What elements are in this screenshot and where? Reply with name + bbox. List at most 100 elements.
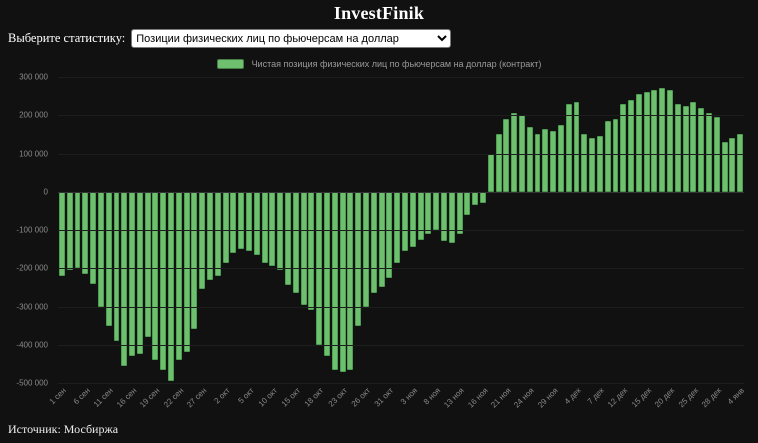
- bar: [253, 191, 260, 255]
- bar: [456, 191, 463, 234]
- bar-column: [690, 77, 698, 383]
- bar: [503, 119, 510, 192]
- gridline: [58, 153, 744, 155]
- bar-column: [721, 77, 729, 383]
- bar-column: [588, 77, 596, 383]
- x-axis-label: 12 дек: [606, 386, 630, 410]
- bar: [581, 134, 588, 192]
- bar-column: [573, 77, 581, 383]
- bar: [82, 191, 89, 274]
- bar-column: [658, 77, 666, 383]
- bar: [238, 191, 245, 250]
- bar: [285, 191, 291, 286]
- x-axis-label: 4 дек: [562, 386, 583, 407]
- bar: [635, 94, 642, 192]
- x-axis: 1 сен 6 сен 11 сен 16 сен 19 сен 22 сен 27 сен…: [48, 383, 746, 427]
- bar: [565, 103, 572, 192]
- bar: [433, 191, 440, 230]
- x-axis-label: 19 сен: [138, 386, 162, 410]
- bar: [378, 191, 385, 288]
- bar: [472, 191, 479, 206]
- source-text: Источник: Мосбиржа: [8, 422, 119, 436]
- bar: [659, 88, 666, 192]
- bar: [292, 191, 299, 294]
- bar-column: [729, 77, 737, 383]
- bar: [690, 101, 697, 192]
- x-axis-label: 6 сен: [71, 386, 92, 407]
- bar-column: [596, 77, 604, 383]
- y-axis-tick: 200 000: [19, 110, 48, 120]
- x-axis-label: 11 сен: [92, 386, 116, 409]
- bar: [682, 105, 689, 192]
- bar-column: [549, 77, 557, 383]
- bar: [409, 191, 416, 248]
- legend-swatch: [216, 59, 244, 69]
- x-axis-label: 15 окт: [279, 386, 303, 409]
- legend-label: Чистая позиция физических лиц по фьючерс…: [251, 59, 542, 69]
- bar-column: [619, 77, 627, 383]
- x-axis-label: 1 сен: [48, 386, 69, 407]
- bar-column: [651, 77, 659, 383]
- bar-column: [697, 77, 705, 383]
- bar: [643, 92, 650, 192]
- bar: [136, 191, 143, 355]
- bar-column: [643, 77, 651, 383]
- x-axis-label: 5 окт: [235, 386, 256, 406]
- bar: [175, 191, 182, 361]
- bar: [160, 191, 167, 370]
- bar: [308, 191, 315, 311]
- bar: [121, 191, 128, 366]
- bar-column: [526, 77, 534, 383]
- page: InvestFinik Выберите статистику: Позиции…: [0, 3, 758, 436]
- statistic-select[interactable]: Позиции физических лиц по фьючерсам на д…: [131, 29, 452, 48]
- bar: [737, 134, 744, 192]
- bar: [90, 191, 97, 284]
- bar: [386, 191, 393, 278]
- gridline: [58, 306, 744, 308]
- bar: [620, 103, 627, 192]
- bar: [370, 191, 377, 294]
- bar: [347, 191, 354, 370]
- bar: [589, 138, 596, 192]
- y-axis-tick: -500 000: [16, 378, 48, 388]
- bar: [651, 90, 658, 192]
- x-axis-label: 27 сен: [185, 386, 209, 410]
- bar: [363, 191, 369, 307]
- bar: [97, 191, 104, 307]
- bar: [417, 191, 424, 240]
- chart-legend: Чистая позиция физических лиц по фьючерс…: [0, 59, 758, 69]
- y-axis-tick: -200 000: [16, 263, 48, 273]
- bar-column: [705, 77, 713, 383]
- bar: [331, 191, 338, 370]
- bar: [479, 191, 486, 204]
- bar-column: [502, 77, 510, 383]
- statistic-controls: Выберите статистику: Позиции физических …: [8, 29, 758, 48]
- bar: [440, 191, 447, 241]
- bar-column: [635, 77, 643, 383]
- bar-column: [604, 77, 612, 383]
- bar-column: [565, 77, 573, 383]
- bar: [511, 113, 518, 192]
- bar-column: [580, 77, 588, 383]
- bar: [674, 103, 681, 192]
- plot-area: [58, 77, 744, 384]
- x-axis-label: 24 ноя: [512, 386, 536, 410]
- bar: [721, 142, 728, 192]
- bar: [487, 153, 494, 192]
- bar-chart: 300 000 200 000 100 000 0 -100 000 -200 000 -3…: [8, 73, 746, 427]
- x-axis-label: 18 окт: [302, 386, 326, 409]
- page-title: InvestFinik: [333, 3, 425, 23]
- bar: [596, 136, 603, 192]
- bar-column: [557, 77, 565, 383]
- bar: [534, 134, 541, 192]
- bar: [706, 113, 713, 192]
- bar: [394, 191, 401, 263]
- y-axis-tick: -100 000: [16, 225, 48, 235]
- bar: [144, 191, 151, 338]
- y-axis-tick: 100 000: [19, 149, 48, 158]
- bar: [557, 124, 564, 192]
- bar: [191, 191, 198, 330]
- bar: [113, 191, 120, 341]
- gridline: [58, 115, 744, 117]
- y-axis-tick: -400 000: [16, 340, 48, 350]
